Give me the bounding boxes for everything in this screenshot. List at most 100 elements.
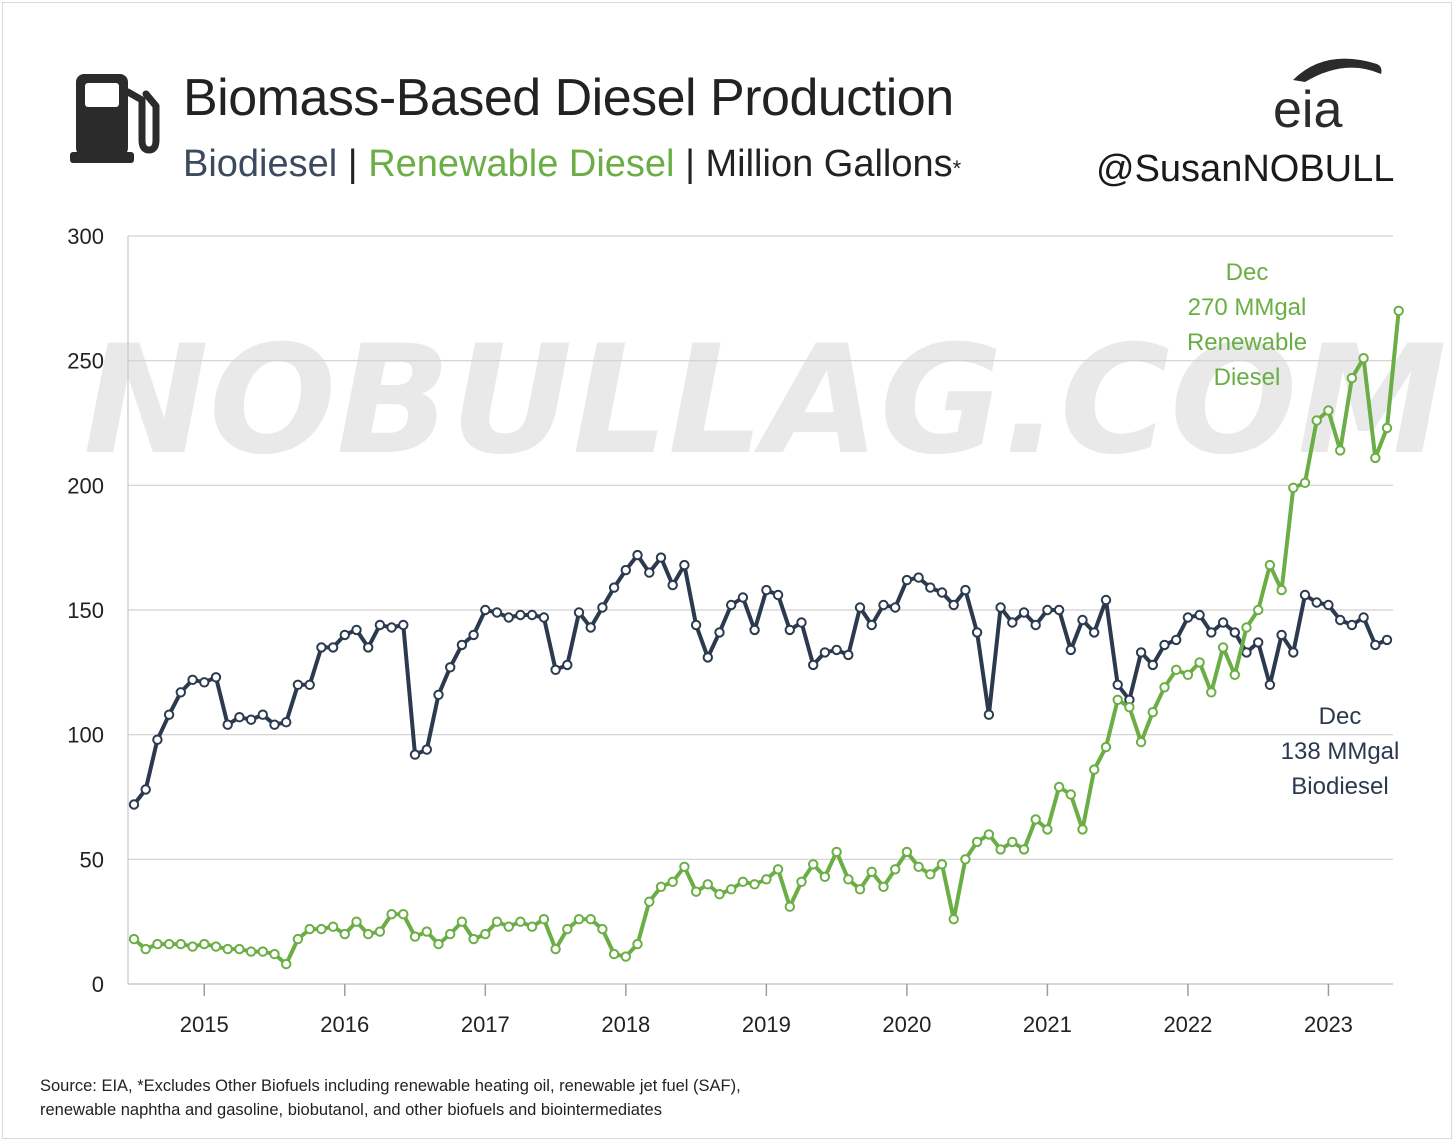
data-point bbox=[199, 677, 210, 688]
data-point bbox=[1135, 647, 1147, 658]
data-point bbox=[515, 609, 526, 621]
data-point bbox=[1077, 824, 1088, 835]
data-point bbox=[890, 602, 901, 613]
data-point bbox=[960, 584, 971, 596]
data-point bbox=[843, 649, 854, 661]
data-point bbox=[608, 948, 620, 960]
data-point bbox=[480, 928, 491, 940]
data-point bbox=[409, 931, 421, 942]
y-tick-label: 0 bbox=[92, 972, 104, 997]
data-point bbox=[714, 627, 725, 638]
annotation-text: Biodiesel bbox=[1291, 773, 1388, 800]
data-point bbox=[901, 574, 913, 586]
data-point bbox=[796, 876, 807, 887]
x-tick-label: 2017 bbox=[461, 1012, 510, 1037]
data-point bbox=[1276, 584, 1287, 596]
data-point bbox=[655, 552, 667, 563]
data-point bbox=[1381, 422, 1393, 434]
data-point bbox=[1229, 627, 1241, 638]
data-point bbox=[1358, 612, 1369, 623]
page-title: Biomass-Based Diesel Production bbox=[183, 69, 954, 127]
x-tick-label: 2021 bbox=[1023, 1012, 1072, 1037]
source-line-1: Source: EIA, *Excludes Other Biofuels in… bbox=[40, 1077, 741, 1095]
data-point bbox=[1288, 647, 1299, 658]
data-point bbox=[702, 652, 713, 663]
data-point bbox=[433, 938, 444, 950]
source-line-2: renewable naphtha and gasoline, biobutan… bbox=[40, 1101, 662, 1119]
data-point bbox=[925, 582, 936, 593]
data-point bbox=[913, 861, 924, 872]
data-point bbox=[1053, 604, 1065, 616]
data-point bbox=[1253, 604, 1264, 616]
data-point bbox=[327, 642, 339, 653]
data-point bbox=[445, 928, 456, 940]
data-point bbox=[550, 943, 561, 955]
data-point bbox=[222, 943, 233, 955]
data-point bbox=[304, 679, 315, 690]
data-point bbox=[1135, 736, 1147, 748]
data-point bbox=[878, 881, 889, 892]
data-point bbox=[1100, 594, 1112, 606]
data-point bbox=[620, 564, 631, 576]
data-point bbox=[1065, 644, 1077, 656]
data-point bbox=[667, 876, 678, 887]
data-point bbox=[1077, 614, 1088, 626]
data-point bbox=[925, 869, 936, 880]
data-point bbox=[1100, 741, 1112, 753]
data-point bbox=[363, 928, 374, 940]
data-point bbox=[1276, 629, 1287, 641]
data-point bbox=[1370, 639, 1381, 651]
data-point bbox=[163, 709, 175, 720]
data-point bbox=[971, 627, 983, 638]
data-point bbox=[1335, 445, 1346, 456]
data-point bbox=[491, 607, 503, 618]
data-point bbox=[843, 874, 854, 885]
data-point bbox=[163, 938, 175, 950]
x-tick-label: 2019 bbox=[742, 1012, 791, 1037]
data-point bbox=[597, 923, 608, 935]
y-tick-label: 50 bbox=[80, 847, 104, 872]
y-axis-ticks: 0 50 100 150 200 250 300 bbox=[67, 224, 104, 997]
data-point bbox=[374, 619, 386, 631]
data-point bbox=[327, 921, 339, 932]
data-point bbox=[398, 619, 409, 631]
data-point bbox=[257, 709, 268, 720]
data-point bbox=[1335, 614, 1346, 626]
data-point bbox=[1182, 612, 1194, 623]
data-point bbox=[526, 609, 538, 621]
data-point bbox=[901, 846, 913, 858]
data-point bbox=[1393, 305, 1404, 316]
data-point bbox=[679, 559, 690, 571]
data-point bbox=[854, 884, 866, 895]
data-point bbox=[199, 938, 210, 950]
y-tick-label: 300 bbox=[67, 224, 104, 249]
data-point bbox=[808, 859, 819, 870]
subtitle-separator: | bbox=[674, 143, 706, 185]
data-point bbox=[890, 864, 901, 875]
data-point bbox=[983, 709, 995, 720]
data-point bbox=[1370, 452, 1381, 464]
data-point bbox=[784, 901, 795, 912]
data-point bbox=[1124, 702, 1135, 713]
data-point bbox=[608, 582, 620, 593]
data-point bbox=[936, 587, 948, 598]
data-point bbox=[948, 599, 959, 611]
data-point bbox=[1007, 836, 1018, 848]
data-point bbox=[304, 923, 315, 935]
annotation-text: 138 MMgal bbox=[1281, 738, 1400, 765]
data-point bbox=[386, 909, 397, 920]
data-point bbox=[1229, 669, 1241, 680]
data-point bbox=[316, 642, 327, 653]
data-point bbox=[1171, 634, 1182, 646]
data-point bbox=[632, 549, 643, 561]
data-point bbox=[503, 612, 514, 623]
y-tick-label: 250 bbox=[67, 349, 104, 374]
x-tick-label: 2020 bbox=[882, 1012, 931, 1037]
data-point bbox=[1299, 477, 1311, 488]
data-point bbox=[597, 602, 608, 613]
data-point bbox=[222, 719, 233, 730]
data-point bbox=[632, 938, 643, 950]
x-tick-label: 2023 bbox=[1304, 1012, 1353, 1037]
data-point bbox=[1089, 627, 1100, 638]
